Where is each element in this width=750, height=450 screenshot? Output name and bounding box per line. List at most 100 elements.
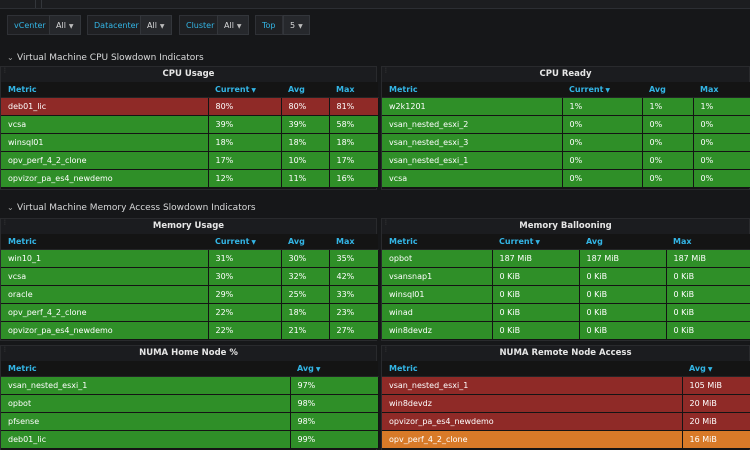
sort-desc-icon: ▼ [251,86,257,94]
column-header-max[interactable]: Max [329,82,378,98]
value-cell: 105 MiB [682,376,750,395]
column-header-metric[interactable]: Metric [382,234,492,250]
table-header-row: Metric Current ▼ Avg Max [382,234,750,250]
table-memory-usage: Metric Current ▼ Avg Max win10_1 31% 30% 35% vcsa… [1,234,379,341]
column-header-metric[interactable]: Metric [1,234,208,250]
table-row: win8devdz 0 KiB 0 KiB 0 KiB [382,321,750,341]
metric-cell[interactable]: w2k1201 [382,97,563,116]
value-cell: 30% [281,249,330,268]
caret-down-icon: ▼ [68,23,74,30]
metric-cell[interactable]: winsql01 [382,285,493,305]
column-header-max[interactable]: Max [329,234,378,250]
drag-handle-icon[interactable]: ⋮ [2,346,8,353]
value-cell: 187 MiB [492,249,580,268]
metric-cell[interactable]: vsan_nested_esxi_2 [382,115,563,134]
column-header-max[interactable]: Max [666,234,750,250]
metric-cell[interactable]: winad [382,303,493,323]
column-header-avg[interactable]: Avg [281,82,329,98]
value-cell: 10% [281,151,330,171]
column-header-metric[interactable]: Metric [382,361,682,377]
column-header-avg[interactable]: Avg ▼ [290,361,378,377]
metric-cell[interactable]: win8devdz [382,321,493,341]
column-header-avg[interactable]: Avg ▼ [682,361,750,377]
table-row: winsql01 18% 18% 18% [1,133,379,153]
sort-desc-icon: ▼ [605,86,611,94]
metric-cell[interactable]: vsan_nested_esxi_1 [382,151,563,171]
column-header-current[interactable]: Current ▼ [492,234,579,250]
panel-title[interactable]: NUMA Home Node % [1,346,376,361]
table-cpu-ready: Metric Current ▼ Avg Max w2k1201 1% 1% 1% vsan_ne… [382,82,750,189]
row-cpu-title[interactable]: ⌄ Virtual Machine CPU Slowdown Indicators [7,51,204,65]
sort-desc-icon: ▼ [535,238,541,246]
metric-cell[interactable]: opbot [382,249,493,268]
drag-handle-icon[interactable]: ⋮ [2,219,8,226]
column-header-metric[interactable]: Metric [1,361,290,377]
metric-cell[interactable]: win8devdz [382,394,683,413]
panel-title[interactable]: Memory Ballooning [382,219,749,234]
column-header-avg[interactable]: Avg [579,234,666,250]
var-label-cluster: Cluster [179,15,222,35]
column-header-metric[interactable]: Metric [382,82,562,98]
caret-down-icon: ▼ [159,23,165,30]
var-select-vcenter[interactable]: All ▼ [49,15,81,35]
drag-handle-icon[interactable]: ⋮ [383,67,389,74]
value-cell: 0% [562,115,643,134]
value-cell: 1% [693,97,750,116]
metric-cell[interactable]: winsql01 [1,133,209,153]
metric-cell[interactable]: opbot [1,394,291,413]
drag-handle-icon[interactable]: ⋮ [383,346,389,353]
var-select-top[interactable]: 5 ▼ [283,15,310,35]
metric-cell[interactable]: opv_perf_4_2_clone [1,151,209,171]
column-header-avg[interactable]: Avg [281,234,329,250]
row-cpu-title-text: Virtual Machine CPU Slowdown Indicators [17,53,204,63]
value-cell: 31% [208,249,282,268]
column-header-metric[interactable]: Metric [1,82,208,98]
metric-cell[interactable]: vsansnap1 [382,267,493,286]
var-select-datacenter[interactable]: All ▼ [140,15,172,35]
row-memory-title[interactable]: ⌄ Virtual Machine Memory Access Slowdown … [7,201,256,215]
var-select-cluster[interactable]: All ▼ [217,15,249,35]
metric-cell[interactable]: vsan_nested_esxi_3 [382,133,563,153]
metric-cell[interactable]: vsan_nested_esxi_1 [1,376,291,395]
column-header-avg[interactable]: Avg [642,82,693,98]
sort-desc-icon: ▼ [251,238,257,246]
metric-cell[interactable]: opv_perf_4_2_clone [382,430,683,450]
table-row: deb01_lic 99% [1,430,379,450]
metric-cell[interactable]: vcsa [1,267,209,286]
value-cell: 0 KiB [579,285,667,305]
metric-cell[interactable]: opv_perf_4_2_clone [1,303,209,323]
metric-cell[interactable]: opvizor_pa_es4_newdemo [382,412,683,432]
value-cell: 27% [329,321,379,341]
panel-title[interactable]: NUMA Remote Node Access [382,346,749,361]
column-header-current[interactable]: Current ▼ [208,82,281,98]
column-header-label: Current [569,84,604,94]
panel-title[interactable]: Memory Usage [1,219,376,234]
column-header-max[interactable]: Max [693,82,750,98]
navbar-segment[interactable] [36,0,42,8]
metric-cell[interactable]: opvizor_pa_es4_newdemo [1,169,209,189]
panel-title[interactable]: CPU Usage [1,67,376,82]
metric-cell[interactable]: deb01_lic [1,430,291,450]
metric-cell[interactable]: oracle [1,285,209,305]
column-header-current[interactable]: Current ▼ [208,234,281,250]
column-header-current[interactable]: Current ▼ [562,82,642,98]
metric-cell[interactable]: deb01_lic [1,97,209,116]
navbar-segment[interactable] [0,0,36,8]
chevron-down-icon: ⌄ [7,203,14,212]
value-cell: 16 MiB [682,430,750,450]
caret-down-icon: ▼ [298,23,303,30]
metric-cell[interactable]: opvizor_pa_es4_newdemo [1,321,209,341]
drag-handle-icon[interactable]: ⋮ [2,67,8,74]
metric-cell[interactable]: win10_1 [1,249,209,268]
table-row: opvizor_pa_es4_newdemo 20 MiB [382,412,750,432]
metric-cell[interactable]: vsan_nested_esxi_1 [382,376,683,395]
value-cell: 0 KiB [579,267,667,286]
drag-handle-icon[interactable]: ⋮ [383,219,389,226]
table-memory-ballooning: Metric Current ▼ Avg Max opbot 187 MiB 187 MiB 1… [382,234,750,341]
metric-cell[interactable]: pfsense [1,412,291,432]
panel-title[interactable]: CPU Ready [382,67,749,82]
table-row: vsan_nested_esxi_2 0% 0% 0% [382,115,750,134]
metric-cell[interactable]: vcsa [382,169,563,189]
table-row: opv_perf_4_2_clone 17% 10% 17% [1,151,379,171]
metric-cell[interactable]: vcsa [1,115,209,134]
